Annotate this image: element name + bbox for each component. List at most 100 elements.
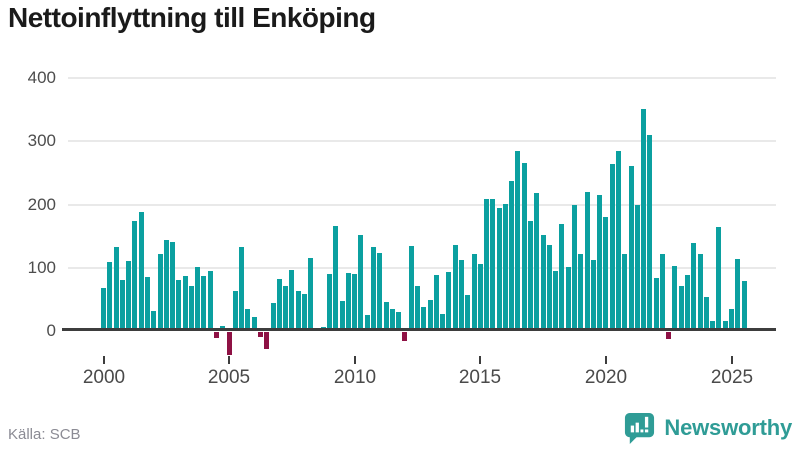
bar-2013Q1: [428, 300, 433, 330]
bar-2019Q2: [585, 192, 590, 330]
bar-2004Q3: [214, 332, 219, 338]
bar-2005Q1: [227, 332, 232, 355]
bar-2020Q2: [610, 164, 615, 330]
bar-2015Q3: [490, 199, 495, 330]
x-tick-2005: [228, 356, 230, 364]
bar-2011Q1: [377, 253, 382, 330]
bar-2006Q4: [271, 303, 276, 330]
bar-2004Q1: [201, 276, 206, 330]
y-tick-label-100: 100: [27, 258, 56, 277]
bar-2022Q3: [666, 332, 671, 339]
bar-2024Q1: [704, 297, 709, 330]
bar-2009Q3: [340, 301, 345, 330]
bar-2013Q4: [446, 272, 451, 330]
bar-2009Q4: [346, 273, 351, 330]
x-tick-label-2015: 2015: [458, 367, 502, 388]
bar-2018Q3: [566, 267, 571, 330]
bar-2012Q4: [421, 307, 426, 330]
bar-2016Q4: [522, 163, 527, 330]
bar-2023Q1: [679, 286, 684, 330]
x-tick-label-2010: 2010: [333, 367, 377, 388]
newsworthy-logo: Newsworthy: [623, 411, 792, 445]
bar-2015Q4: [497, 208, 502, 330]
bar-2024Q4: [723, 321, 728, 330]
bar-2003Q1: [176, 280, 181, 330]
bar-2025Q2: [735, 259, 740, 330]
bar-2017Q4: [547, 245, 552, 330]
bar-2020Q4: [622, 254, 627, 330]
x-tick-label-2020: 2020: [584, 367, 628, 388]
newsworthy-bar-chart-bubble-icon: [625, 412, 655, 445]
y-tick-label-200: 200: [27, 195, 56, 214]
bar-2016Q1: [503, 204, 508, 330]
gridline-100: [68, 267, 776, 269]
bar-2021Q1: [629, 166, 634, 330]
chart-title: Nettoinflyttning till Enköping: [8, 2, 376, 33]
x-tick-2020: [605, 356, 607, 364]
bar-2002Q3: [164, 240, 169, 330]
bar-2001Q4: [145, 277, 150, 330]
bar-2012Q2: [409, 246, 414, 330]
bar-2000Q4: [120, 280, 125, 330]
bar-2002Q4: [170, 242, 175, 330]
x-axis-line: [62, 328, 776, 331]
bar-2017Q3: [541, 235, 546, 330]
bar-2021Q3: [641, 109, 646, 330]
x-tick-2010: [354, 356, 356, 364]
bar-2015Q2: [484, 199, 489, 330]
x-tick-2015: [479, 356, 481, 364]
bar-2007Q4: [296, 291, 301, 330]
bar-2019Q1: [578, 254, 583, 330]
bar-2007Q3: [289, 270, 294, 330]
gridline-200: [68, 204, 776, 206]
bar-2008Q2: [308, 258, 313, 330]
bar-2018Q2: [559, 224, 564, 330]
bar-2000Q2: [107, 262, 112, 330]
bar-2021Q2: [635, 205, 640, 330]
bar-2025Q1: [729, 309, 734, 330]
x-tick-2000: [103, 356, 105, 364]
bar-2009Q1: [327, 274, 332, 330]
bar-2014Q3: [465, 295, 470, 330]
bar-2020Q3: [616, 151, 621, 330]
bar-2010Q4: [371, 247, 376, 330]
bar-2015Q1: [478, 264, 483, 330]
bar-2017Q1: [528, 221, 533, 330]
bar-2006Q2: [258, 332, 263, 337]
bar-2012Q3: [415, 286, 420, 330]
bar-2007Q2: [283, 286, 288, 330]
bar-2012Q1: [402, 332, 407, 341]
bar-2021Q4: [647, 135, 652, 330]
bar-2010Q2: [358, 235, 363, 330]
bar-2003Q2: [183, 276, 188, 330]
bar-2004Q2: [208, 271, 213, 330]
bar-2022Q1: [654, 278, 659, 330]
bar-2022Q2: [660, 254, 665, 330]
bar-2003Q4: [195, 267, 200, 330]
bar-2001Q3: [139, 212, 144, 330]
y-tick-label-400: 400: [27, 68, 56, 87]
bar-2013Q2: [434, 275, 439, 330]
source-label: Källa: SCB: [8, 426, 81, 443]
bar-2000Q3: [114, 247, 119, 330]
y-tick-label-0: 0: [46, 321, 56, 340]
bar-2023Q2: [685, 275, 690, 330]
bar-2017Q2: [534, 193, 539, 330]
bar-2019Q4: [597, 195, 602, 330]
bar-2005Q4: [245, 309, 250, 330]
bar-2016Q3: [515, 151, 520, 330]
bar-2002Q1: [151, 311, 156, 330]
bar-2014Q4: [472, 254, 477, 330]
x-tick-2025: [731, 356, 733, 364]
bar-2024Q2: [710, 321, 715, 330]
bar-2025Q3: [742, 281, 747, 330]
bar-2018Q4: [572, 205, 577, 330]
bar-2019Q3: [591, 260, 596, 330]
bar-2022Q4: [672, 266, 677, 330]
bar-2007Q1: [277, 279, 282, 330]
bar-2014Q2: [459, 260, 464, 330]
bar-2010Q3: [365, 315, 370, 330]
bar-2014Q1: [453, 245, 458, 330]
bar-2003Q3: [189, 286, 194, 330]
